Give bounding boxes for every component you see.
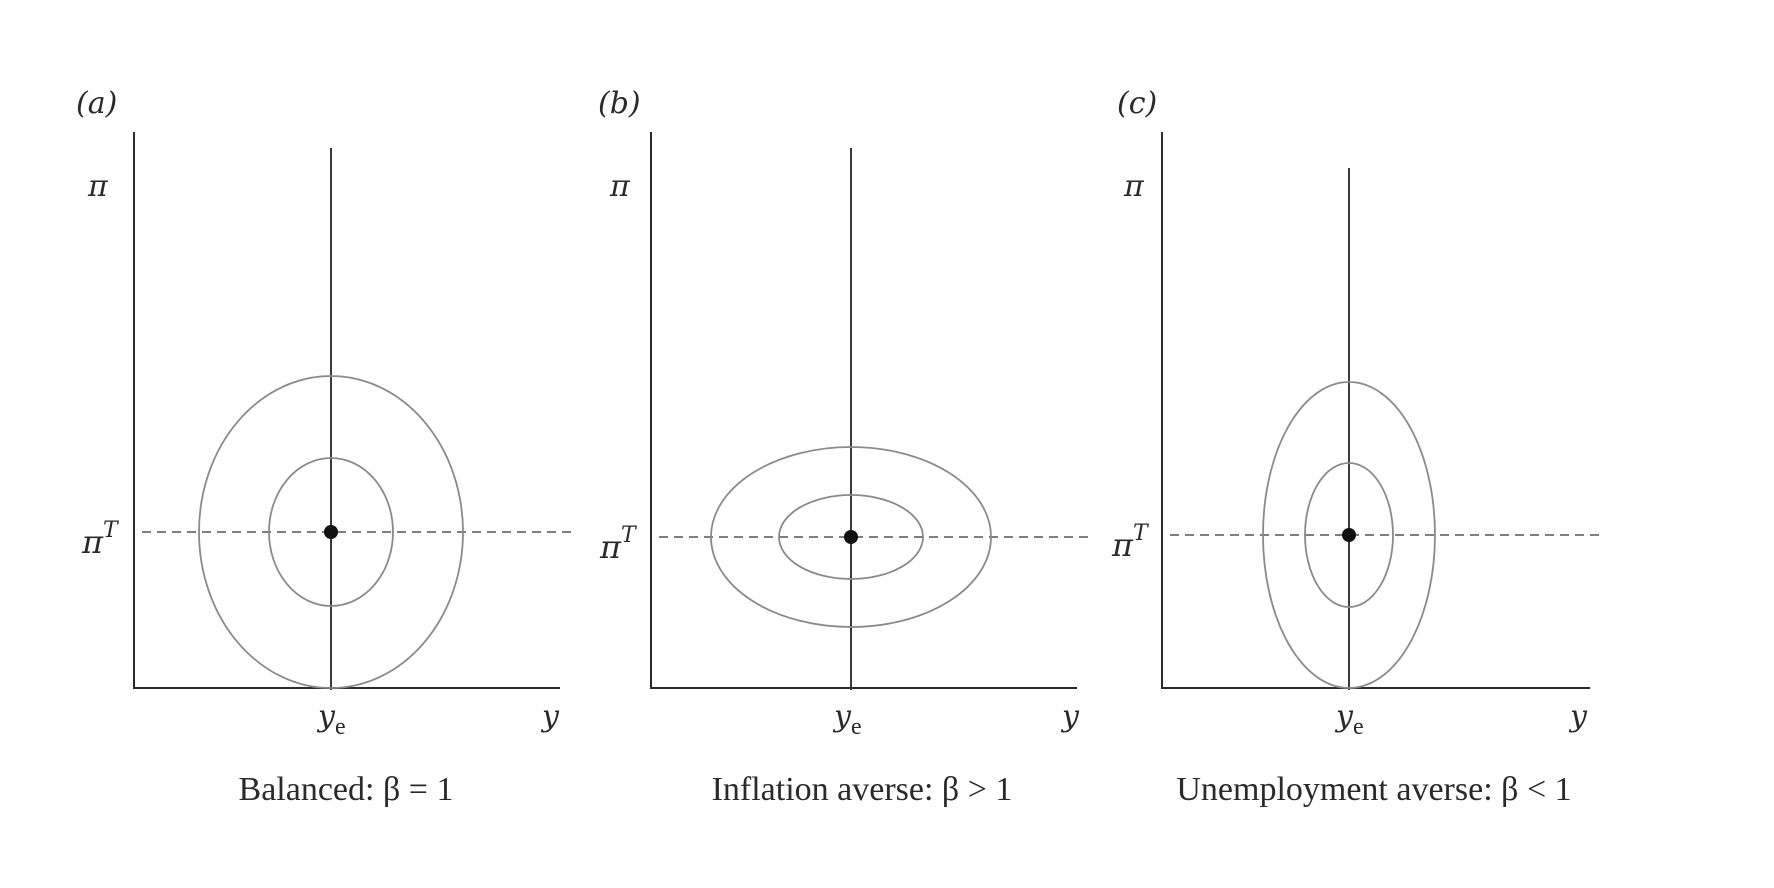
panel-a-bliss-point: [324, 525, 338, 539]
panel-a-target-symbol: π: [81, 523, 104, 561]
panel-a-x-axis-label: y: [540, 699, 560, 734]
panel-b-x-axis-label: y: [1060, 699, 1080, 734]
panel-c-axes: [1161, 132, 1590, 689]
panel-c-target-superscript: T: [1133, 521, 1150, 546]
panel-c-y-axis-label: π: [1123, 169, 1145, 204]
panel-b-y-axis-label: π: [609, 169, 631, 204]
panel-b-outer-loss-ellipse: [710, 446, 992, 628]
panel-c: (c) π πT ye y Unemployment averse: β < 1: [1111, 86, 1600, 808]
panel-c-inner-loss-ellipse: [1304, 462, 1394, 608]
panel-b-target-superscript: T: [621, 523, 638, 548]
panel-a-natural-output-label: ye: [316, 699, 346, 740]
panel-b-inner-loss-ellipse: [778, 494, 924, 580]
panel-b-axes: [650, 132, 1077, 689]
panel-b-natural-output-label: ye: [832, 699, 862, 740]
panel-a-y-axis-label: π: [87, 169, 109, 204]
panel-a-tag: (a): [76, 86, 117, 121]
panel-b-tag: (b): [598, 86, 641, 121]
panel-a-outer-loss-ellipse: [198, 375, 464, 689]
panel-c-bliss-point: [1342, 528, 1356, 542]
panel-c-tag: (c): [1117, 86, 1157, 121]
panel-c-caption: Unemployment averse: β < 1: [1176, 771, 1571, 808]
panel-a: (a) π πT ye y Balanced: β = 1: [76, 86, 572, 808]
panel-b-natural-subscript: e: [851, 714, 862, 740]
panel-c-target-label: πT: [1111, 521, 1150, 564]
panel-a-target-superscript: T: [103, 518, 120, 543]
panel-b: (b) π πT ye y Inflation averse: β > 1: [598, 86, 1088, 808]
panel-c-natural-symbol: y: [1334, 699, 1354, 734]
panel-c-outer-loss-ellipse: [1262, 381, 1436, 689]
panel-b-target-symbol: π: [599, 528, 622, 566]
panel-a-inner-loss-ellipse: [268, 457, 394, 607]
panel-a-natural-subscript: e: [335, 714, 346, 740]
panel-c-x-axis-label: y: [1568, 699, 1588, 734]
panel-c-target-symbol: π: [1111, 526, 1134, 564]
panel-a-target-label: πT: [81, 518, 120, 561]
panel-b-target-label: πT: [599, 523, 638, 566]
panel-b-caption: Inflation averse: β > 1: [712, 771, 1013, 808]
panel-a-natural-symbol: y: [316, 699, 336, 734]
panel-b-bliss-point: [844, 530, 858, 544]
panel-b-natural-symbol: y: [832, 699, 852, 734]
panel-a-caption: Balanced: β = 1: [239, 771, 454, 808]
panel-c-natural-output-label: ye: [1334, 699, 1364, 740]
panel-c-natural-subscript: e: [1353, 714, 1364, 740]
panel-a-axes: [133, 132, 560, 689]
